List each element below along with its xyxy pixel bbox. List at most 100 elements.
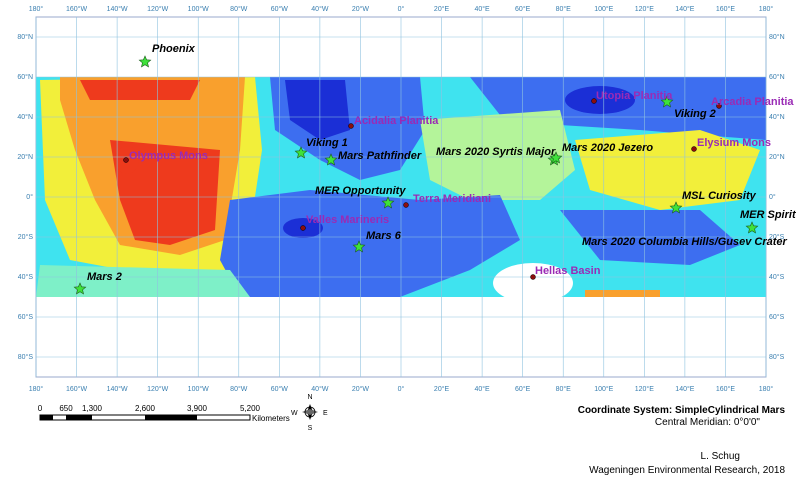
lon-label-top: 160°E (716, 5, 735, 13)
lon-label-bottom: 60°E (515, 385, 531, 393)
lon-label-bottom: 80°E (556, 385, 572, 393)
lon-label-bottom: 140°W (107, 385, 128, 393)
lon-label-top: 20°W (352, 5, 370, 13)
feature-marker (691, 146, 697, 152)
landing-site-marker (352, 240, 366, 253)
scale-label: 650 (59, 404, 73, 413)
landing-site-marker (73, 282, 87, 295)
landing-site-label: Phoenix (152, 43, 196, 55)
compass-s: S (308, 425, 313, 432)
scale-unit: Kilometers (252, 414, 290, 423)
lat-label-right: 80°S (769, 353, 785, 361)
scale-label: 5,200 (240, 404, 261, 413)
lon-label-bottom: 40°E (474, 385, 490, 393)
lat-label-left: 20°S (18, 233, 34, 241)
lon-label-top: 60°E (515, 5, 531, 13)
lon-label-top: 80°E (556, 5, 572, 13)
lat-label-left: 40°N (17, 113, 33, 121)
lat-label-left: 80°S (18, 353, 34, 361)
landing-site-marker (294, 146, 308, 159)
lon-label-top: 140°E (675, 5, 694, 13)
lon-label-top: 80°W (230, 5, 248, 13)
lon-label-top: 40°W (311, 5, 329, 13)
lon-label-bottom: 100°E (594, 385, 613, 393)
lon-label-top: 120°E (635, 5, 654, 13)
lon-label-top: 100°W (188, 5, 209, 13)
lon-label-top: 60°W (271, 5, 289, 13)
lon-label-top: 120°W (147, 5, 168, 13)
feature-marker (591, 98, 597, 104)
lon-label-bottom: 60°W (271, 385, 289, 393)
feature-marker (403, 202, 409, 208)
lat-label-right: 40°N (769, 113, 785, 121)
lon-label-bottom: 180° (759, 385, 774, 393)
lon-label-top: 0° (398, 5, 405, 13)
lon-label-bottom: 20°E (434, 385, 450, 393)
lat-label-left: 0° (26, 193, 33, 201)
landing-site-label: Mars 2020 Syrtis Major (436, 146, 556, 158)
lon-label-top: 20°E (434, 5, 450, 13)
lat-label-left: 80°N (17, 33, 33, 41)
landing-site-marker (381, 196, 395, 209)
lat-label-right: 40°S (769, 273, 785, 281)
scale-bar (39, 414, 251, 421)
central-meridian: Central Meridian: 0°0'0" (655, 417, 761, 428)
landing-site-label: MER Spirit (740, 209, 797, 221)
lat-label-left: 40°S (18, 273, 34, 281)
feature-label: Elysium Mons (697, 137, 771, 149)
landing-site-label: Viking 1 (306, 137, 348, 149)
landing-site-marker (745, 221, 759, 234)
compass-w: W (291, 410, 298, 417)
landing-site-label: MER Opportunity (315, 185, 406, 197)
compass: N S E W (291, 394, 328, 432)
coordinate-system: Coordinate System: SimpleCylindrical Mar… (578, 405, 786, 416)
lon-label-bottom: 100°W (188, 385, 209, 393)
scale-label: 1,300 (82, 404, 103, 413)
feature-label: Arcadia Planitia (711, 96, 794, 108)
lat-label-right: 0° (769, 193, 776, 201)
lon-label-top: 100°E (594, 5, 613, 13)
lon-label-bottom: 160°E (716, 385, 735, 393)
landing-site-label: Mars 6 (366, 230, 402, 242)
feature-marker (530, 274, 536, 280)
feature-marker (300, 225, 306, 231)
landing-site-label: Mars Pathfinder (338, 150, 422, 162)
feature-label: Olympus Mons (129, 150, 208, 162)
lon-label-bottom: 120°E (635, 385, 654, 393)
feature-label: Utopia Planitia (596, 90, 673, 102)
lon-label-bottom: 80°W (230, 385, 248, 393)
landing-site-label: Mars 2 (87, 271, 122, 283)
lon-label-bottom: 180° (29, 385, 44, 393)
compass-e: E (323, 410, 328, 417)
feature-marker (348, 123, 354, 129)
lat-label-right: 20°S (769, 233, 785, 241)
landing-site-marker (138, 55, 152, 68)
landing-site-label: MSL Curiosity (682, 190, 757, 202)
landing-site-label: Mars 2020 Columbia Hills/Gusev Crater (582, 236, 788, 248)
landing-site-marker (669, 201, 683, 214)
compass-n: N (307, 394, 312, 401)
lon-label-top: 180° (759, 5, 774, 13)
feature-label: Terra Meridiani (413, 193, 491, 205)
feature-label: Valles Marineris (306, 214, 389, 226)
lon-label-top: 160°W (66, 5, 87, 13)
lon-label-bottom: 0° (398, 385, 405, 393)
lon-label-bottom: 160°W (66, 385, 87, 393)
feature-label: Hellas Basin (535, 265, 601, 277)
lon-label-top: 140°W (107, 5, 128, 13)
lat-label-left: 20°N (17, 153, 33, 161)
lat-label-right: 60°S (769, 313, 785, 321)
lat-label-left: 60°S (18, 313, 34, 321)
lon-label-bottom: 120°W (147, 385, 168, 393)
scale-label: 0 (38, 404, 43, 413)
lat-label-left: 60°N (17, 73, 33, 81)
lat-label-right: 80°N (769, 33, 785, 41)
landing-site-marker (324, 153, 338, 166)
lat-label-right: 20°N (769, 153, 785, 161)
organization: Wageningen Environmental Research, 2018 (589, 465, 785, 476)
landing-site-marker (660, 95, 674, 108)
lon-label-top: 40°E (474, 5, 490, 13)
scale-label: 3,900 (187, 404, 208, 413)
